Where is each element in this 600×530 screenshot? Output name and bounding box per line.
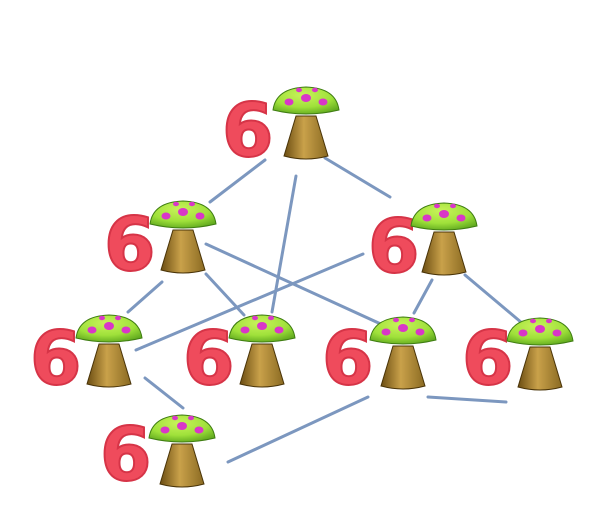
edge-top-upper-right (323, 156, 392, 199)
node-label: 6 (183, 316, 235, 402)
edge-upper-left-middle-1 (126, 280, 164, 314)
edge-layer (126, 156, 524, 464)
edge-upper-right-middle-1 (134, 252, 365, 352)
node-label: 6 (462, 316, 514, 402)
edge-upper-left-middle-2 (204, 272, 246, 317)
mushroom-icon (506, 317, 574, 391)
node-upper-left[interactable]: 6 (103, 200, 217, 289)
mushroom-icon (228, 314, 296, 388)
node-bottom[interactable]: 6 (99, 411, 216, 499)
edge-upper-right-middle-3 (412, 278, 434, 315)
mushroom-icon (149, 200, 217, 274)
mushroom-icon (75, 314, 143, 388)
edge-middle-1-bottom (143, 376, 185, 410)
mushroom-icon (410, 202, 478, 276)
node-middle-2[interactable]: 6 (182, 314, 296, 403)
node-label: 6 (30, 316, 82, 402)
node-middle-3[interactable]: 6 (321, 315, 437, 403)
edge-top-upper-left (208, 158, 267, 204)
node-label: 6 (222, 88, 274, 174)
edge-middle-3-middle-4 (426, 395, 508, 404)
mushroom-icon (272, 86, 340, 160)
node-upper-right[interactable]: 6 (367, 202, 478, 291)
node-middle-4[interactable]: 6 (461, 315, 574, 403)
node-label: 6 (100, 412, 152, 498)
edge-middle-3-bottom (226, 395, 370, 464)
node-label: 6 (322, 316, 374, 402)
node-label: 6 (368, 204, 420, 290)
node-top[interactable]: 6 (221, 86, 340, 175)
edge-upper-right-middle-4 (463, 273, 524, 325)
mushroom-icon (369, 316, 437, 390)
mushroom-icon (148, 414, 216, 488)
node-label: 6 (104, 202, 156, 288)
node-middle-1[interactable]: 6 (29, 314, 143, 403)
